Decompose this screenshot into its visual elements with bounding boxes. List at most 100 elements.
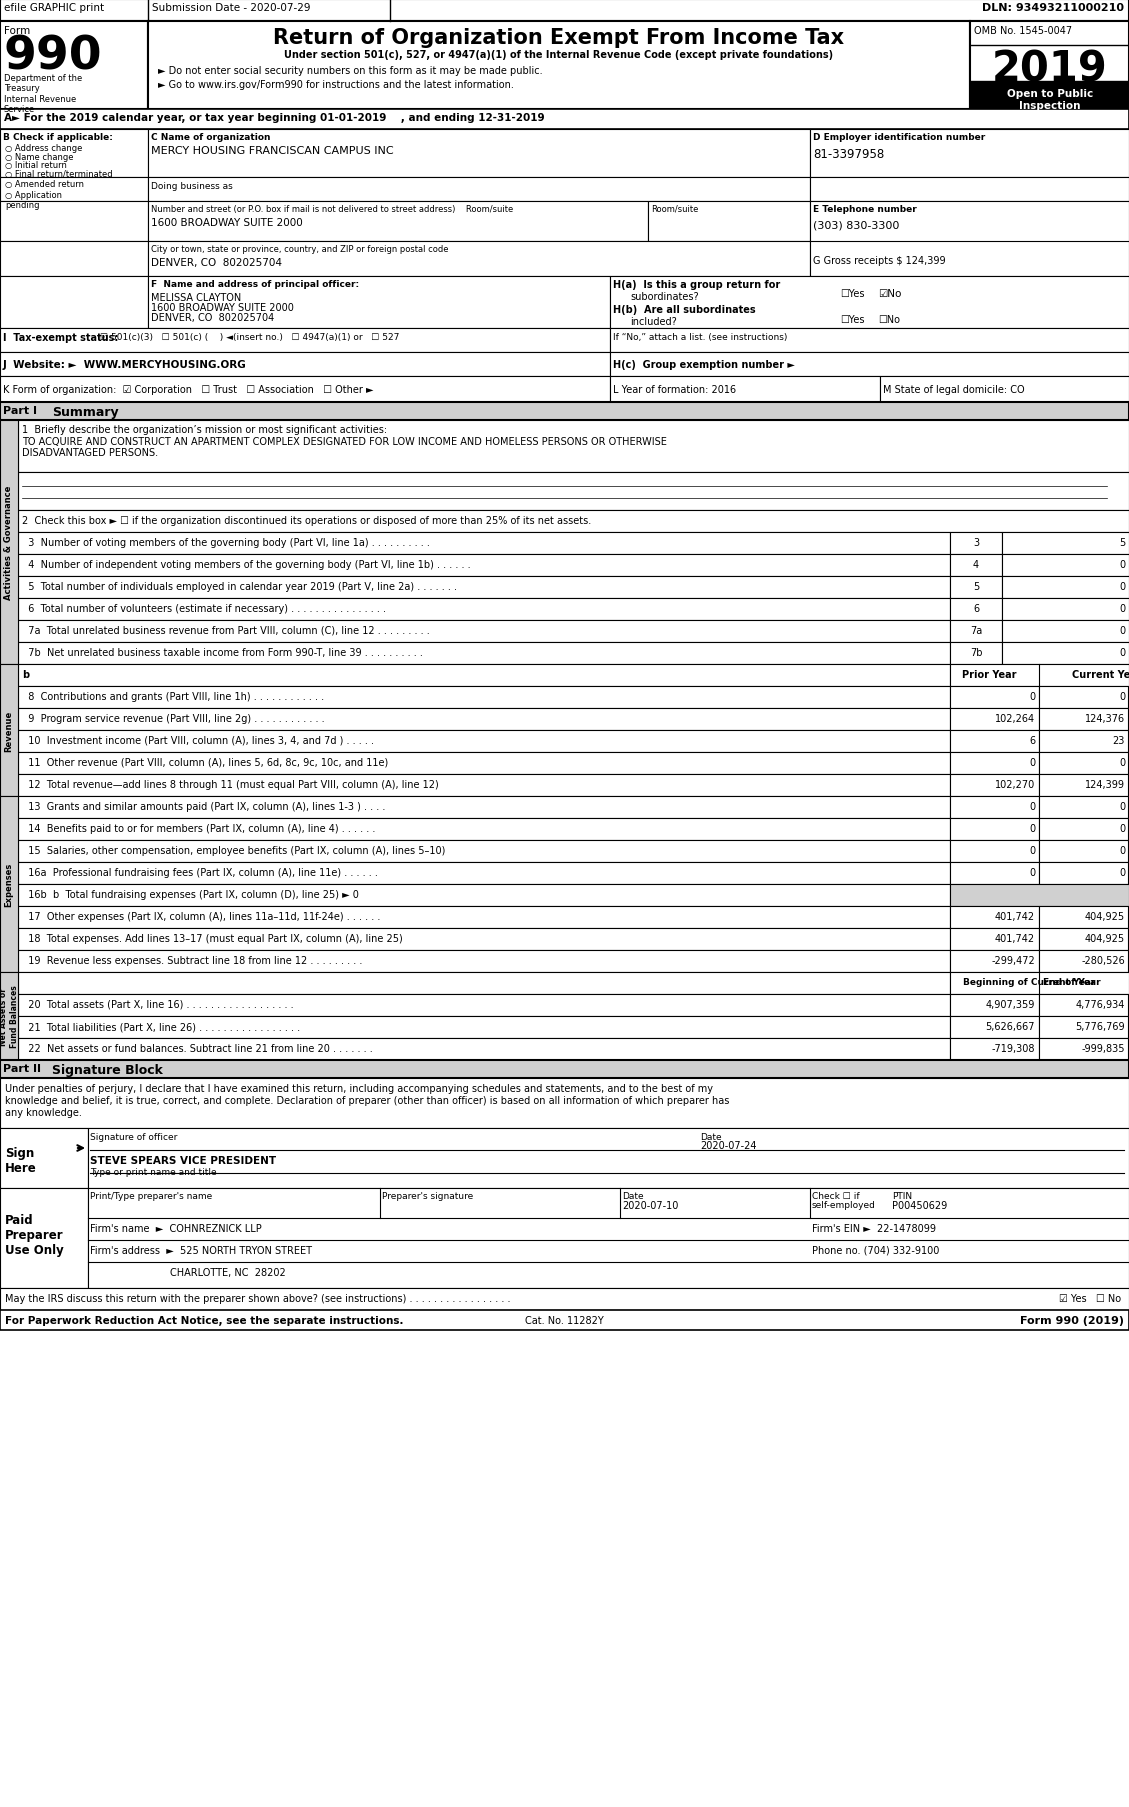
Bar <box>949 598 1003 620</box>
Bar <box>949 775 1039 797</box>
Bar <box>0 1061 1129 1079</box>
Bar <box>949 620 1003 643</box>
Bar <box>0 177 148 202</box>
Text: 1600 BROADWAY SUITE 2000: 1600 BROADWAY SUITE 2000 <box>151 219 303 228</box>
Text: Paid
Preparer
Use Only: Paid Preparer Use Only <box>5 1212 63 1256</box>
Text: knowledge and belief, it is true, correct, and complete. Declaration of preparer: knowledge and belief, it is true, correc… <box>5 1095 729 1106</box>
Bar <box>1039 862 1128 884</box>
Text: 0: 0 <box>1029 757 1035 768</box>
Text: G Gross receipts $ 124,399: G Gross receipts $ 124,399 <box>813 257 946 266</box>
Text: 21  Total liabilities (Part X, line 26) . . . . . . . . . . . . . . . . .: 21 Total liabilities (Part X, line 26) .… <box>21 1021 300 1032</box>
Text: MELISSA CLAYTON: MELISSA CLAYTON <box>151 293 242 304</box>
Bar <box>1039 687 1128 708</box>
Text: 2020-07-24: 2020-07-24 <box>700 1140 756 1151</box>
Bar <box>610 276 1129 329</box>
Bar <box>949 687 1039 708</box>
Bar <box>949 643 1003 665</box>
Text: Phone no. (704) 332-9100: Phone no. (704) 332-9100 <box>812 1245 939 1256</box>
Bar <box>18 929 949 950</box>
Bar <box>0 202 148 242</box>
Text: 4,907,359: 4,907,359 <box>986 999 1035 1010</box>
Bar <box>0 130 148 177</box>
Bar <box>949 576 1003 598</box>
Text: Net Assets or
Fund Balances: Net Assets or Fund Balances <box>0 985 19 1048</box>
Bar <box>18 643 949 665</box>
Text: subordinates?: subordinates? <box>630 293 699 302</box>
Bar <box>18 819 949 840</box>
Text: -299,472: -299,472 <box>991 956 1035 965</box>
Bar <box>0 1128 88 1189</box>
Bar <box>0 1310 1129 1330</box>
Text: H(a)  Is this a group return for: H(a) Is this a group return for <box>613 280 780 289</box>
Bar <box>0 276 148 329</box>
Text: 15  Salaries, other compensation, employee benefits (Part IX, column (A), lines : 15 Salaries, other compensation, employe… <box>21 846 445 855</box>
Text: Current Year: Current Year <box>1073 670 1129 679</box>
Bar <box>18 884 949 907</box>
Text: DISADVANTAGED PERSONS.: DISADVANTAGED PERSONS. <box>21 448 158 457</box>
Bar <box>1039 929 1128 950</box>
Bar <box>1039 708 1128 730</box>
Text: 7b: 7b <box>970 647 982 658</box>
Bar <box>18 665 949 687</box>
Text: 0: 0 <box>1119 647 1124 658</box>
Text: STEVE SPEARS VICE PRESIDENT: STEVE SPEARS VICE PRESIDENT <box>90 1155 277 1166</box>
Bar <box>18 840 949 862</box>
Bar <box>0 665 18 797</box>
Text: 2019: 2019 <box>992 49 1108 90</box>
Text: DLN: 93493211000210: DLN: 93493211000210 <box>982 4 1124 13</box>
Text: 10  Investment income (Part VIII, column (A), lines 3, 4, and 7d ) . . . . .: 10 Investment income (Part VIII, column … <box>21 735 374 746</box>
Bar <box>1003 555 1129 576</box>
Text: ○ Application
pending: ○ Application pending <box>5 192 62 210</box>
Bar <box>949 708 1039 730</box>
Bar <box>18 752 949 775</box>
Text: ○ Name change: ○ Name change <box>5 152 73 161</box>
Bar <box>18 775 949 797</box>
Bar <box>0 242 148 276</box>
Text: ☑ Yes   ☐ No: ☑ Yes ☐ No <box>1059 1294 1121 1303</box>
Bar <box>610 329 1129 352</box>
Bar <box>949 884 1129 907</box>
Text: 4: 4 <box>973 560 979 569</box>
Bar <box>18 950 949 972</box>
Bar <box>949 1016 1039 1039</box>
Bar <box>949 730 1039 752</box>
Text: Open to Public
Inspection: Open to Public Inspection <box>1007 89 1093 110</box>
Bar <box>18 598 949 620</box>
Text: -280,526: -280,526 <box>1082 956 1124 965</box>
Bar <box>1039 1039 1128 1061</box>
Text: 12  Total revenue—add lines 8 through 11 (must equal Part VIII, column (A), line: 12 Total revenue—add lines 8 through 11 … <box>21 779 439 790</box>
Text: Under section 501(c), 527, or 4947(a)(1) of the Internal Revenue Code (except pr: Under section 501(c), 527, or 4947(a)(1)… <box>285 51 833 60</box>
Bar <box>1039 730 1128 752</box>
Text: 3: 3 <box>973 538 979 548</box>
Bar <box>0 22 148 110</box>
Bar <box>148 242 809 276</box>
Bar <box>610 378 879 403</box>
Text: If “No,” attach a list. (see instructions): If “No,” attach a list. (see instruction… <box>613 332 787 342</box>
Text: self-employed: self-employed <box>812 1200 876 1209</box>
Text: CHARLOTTE, NC  28202: CHARLOTTE, NC 28202 <box>170 1267 286 1278</box>
Text: 6: 6 <box>973 604 979 614</box>
Text: Expenses: Expenses <box>5 862 14 907</box>
Text: 0: 0 <box>1029 824 1035 833</box>
Bar <box>18 1016 949 1039</box>
Text: Firm's name  ►  COHNREZNICK LLP: Firm's name ► COHNREZNICK LLP <box>90 1223 262 1234</box>
Text: efile GRAPHIC print: efile GRAPHIC print <box>5 4 104 13</box>
Bar <box>18 972 949 994</box>
Text: 81-3397958: 81-3397958 <box>813 148 884 161</box>
Text: 990: 990 <box>5 34 103 80</box>
Text: Number and street (or P.O. box if mail is not delivered to street address)    Ro: Number and street (or P.O. box if mail i… <box>151 204 514 213</box>
Text: 0: 0 <box>1119 582 1124 591</box>
Bar <box>148 22 970 110</box>
Text: 20  Total assets (Part X, line 16) . . . . . . . . . . . . . . . . . .: 20 Total assets (Part X, line 16) . . . … <box>21 999 294 1010</box>
Bar <box>1003 576 1129 598</box>
Text: Date: Date <box>700 1133 721 1142</box>
Bar <box>1039 907 1128 929</box>
Text: Doing business as: Doing business as <box>151 183 233 192</box>
Bar <box>949 929 1039 950</box>
Bar <box>809 242 1129 276</box>
Text: 2020-07-10: 2020-07-10 <box>622 1200 679 1211</box>
Text: DENVER, CO  802025704: DENVER, CO 802025704 <box>151 258 282 267</box>
Text: Part I: Part I <box>3 407 37 416</box>
Bar <box>18 687 949 708</box>
Text: 5,776,769: 5,776,769 <box>1076 1021 1124 1032</box>
